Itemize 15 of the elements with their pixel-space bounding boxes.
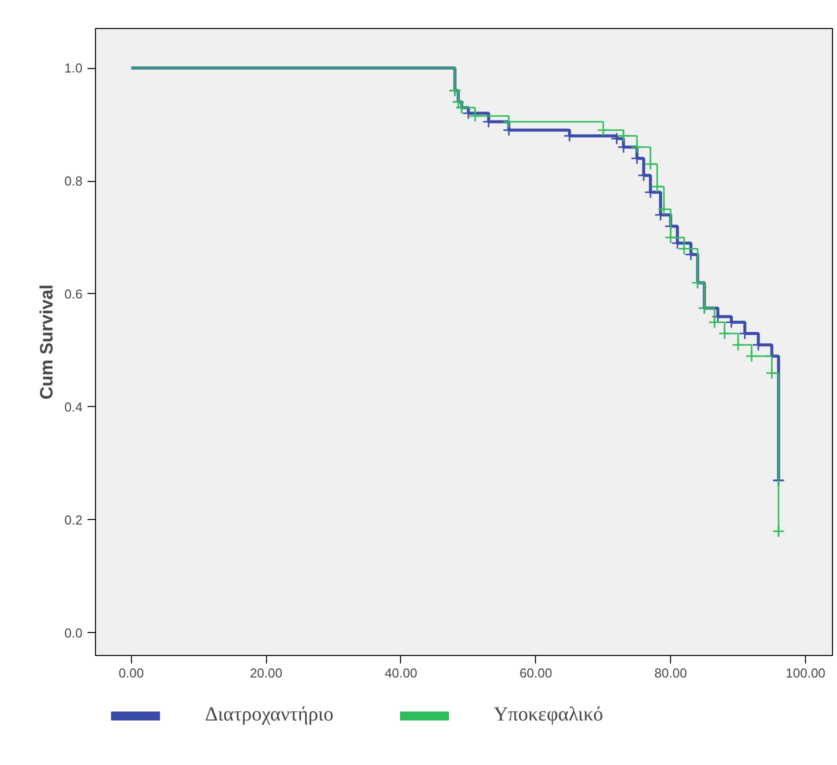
legend-label: Υποκεφαλικό bbox=[494, 704, 604, 726]
x-tick-label: 40.00 bbox=[384, 666, 418, 680]
y-tick-label: 0.4 bbox=[64, 399, 83, 414]
legend-label: Διατροχαντήριο bbox=[205, 704, 334, 726]
x-tick-label: 80.00 bbox=[654, 666, 687, 680]
x-tick-label: 100.00 bbox=[786, 666, 826, 680]
y-tick-label: 0.0 bbox=[64, 625, 83, 640]
y-tick-label: 0.6 bbox=[64, 286, 83, 302]
y-tick-label: 0.2 bbox=[64, 512, 83, 528]
x-tick-label: 0.00 bbox=[118, 666, 144, 680]
y-axis-title: Cum Survival bbox=[36, 284, 56, 400]
y-tick-label: 1.0 bbox=[64, 60, 83, 76]
y-tick-label: 0.8 bbox=[64, 174, 83, 189]
x-tick-label: 20.00 bbox=[250, 666, 282, 680]
x-tick-label: 60.00 bbox=[520, 666, 552, 680]
